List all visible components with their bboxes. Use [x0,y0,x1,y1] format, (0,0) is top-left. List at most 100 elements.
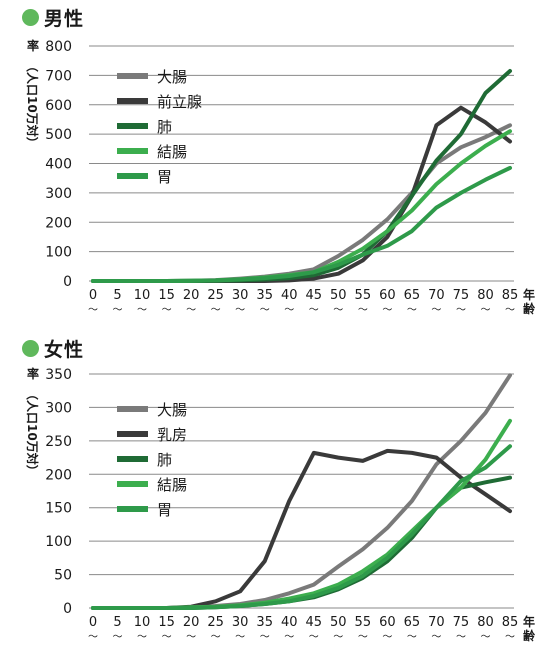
x-tick-label: 85 [502,288,519,303]
x-axis-label: 年 [523,287,535,302]
x-tick-label: 30 [232,288,249,303]
x-tick-suffix: 〜 [162,632,172,643]
y-tick-label: 100 [45,245,72,261]
x-tick-suffix: 〜 [456,632,466,643]
x-tick-suffix: 〜 [162,305,172,316]
x-tick-suffix: 〜 [284,632,294,643]
x-tick-suffix: 〜 [88,632,98,643]
x-tick-suffix: 〜 [137,632,147,643]
x-tick-suffix: 〜 [333,305,343,316]
legend-label: 大腸 [157,68,187,86]
female-panel-title: 女性 [22,335,84,362]
x-tick-suffix: 〜 [211,305,221,316]
x-tick-suffix: 〜 [382,305,392,316]
x-tick-label: 65 [404,615,421,630]
x-tick-suffix: 〜 [480,632,490,643]
x-tick-suffix: 〜 [113,305,123,316]
x-tick-label: 85 [502,615,519,630]
y-tick-label: 200 [45,215,72,231]
male-incidence-chart: 0 100 200 300 400 500 600 700 800 率 （人口10万対） 0 〜 5 〜 10… [25,38,536,316]
y-tick-label: 0 [63,274,72,290]
x-tick-suffix: 〜 [431,632,441,643]
legend-label: 乳房 [157,426,187,444]
x-tick-label: 40 [281,615,298,630]
x-tick-label: 20 [183,288,200,303]
legend-label: 胃 [157,168,172,186]
x-tick-suffix: 〜 [113,632,123,643]
y-tick-label: 700 [45,68,72,84]
series-line-大腸 [91,373,512,610]
x-tick-suffix: 〜 [186,632,196,643]
x-tick-suffix: 〜 [235,305,245,316]
x-tick-label: 35 [256,288,273,303]
x-tick-suffix: 〜 [456,305,466,316]
x-tick-label: 75 [453,615,470,630]
x-axis-label: 年 [523,614,535,629]
x-tick-label: 80 [477,288,494,303]
x-tick-suffix: 〜 [137,305,147,316]
x-tick-label: 25 [207,288,224,303]
x-tick-suffix: 〜 [333,632,343,643]
x-tick-suffix: 〜 [211,632,221,643]
series-line-胃 [91,444,512,610]
x-tick-suffix: 〜 [407,632,417,643]
y-tick-label: 300 [45,400,72,416]
series-line-胃 [91,165,512,283]
x-tick-label: 55 [355,615,372,630]
y-tick-label: 300 [45,186,72,202]
x-tick-label: 10 [134,615,151,630]
legend-label: 大腸 [157,401,187,419]
y-tick-label: 0 [63,601,72,617]
x-tick-label: 45 [305,615,322,630]
x-tick-label: 30 [232,615,249,630]
y-tick-label: 800 [45,39,72,55]
x-tick-label: 5 [113,288,121,303]
x-tick-suffix: 〜 [309,632,319,643]
male-panel-title: 男性 [22,4,84,31]
x-tick-suffix: 〜 [186,305,196,316]
x-tick-label: 5 [113,615,121,630]
x-tick-suffix: 〜 [407,305,417,316]
y-axis-label-unit: （人口10万対） [25,388,40,477]
legend-label: 肺 [157,118,172,136]
y-axis-label: 率 [27,38,39,53]
x-tick-label: 40 [281,288,298,303]
x-tick-suffix: 〜 [88,305,98,316]
y-tick-label: 500 [45,127,72,143]
x-tick-label: 55 [355,288,372,303]
male-title: 男性 [44,8,85,30]
y-tick-label: 250 [45,434,72,450]
x-tick-label: 70 [428,615,445,630]
x-tick-suffix: 〜 [382,632,392,643]
x-tick-suffix: 〜 [284,305,294,316]
x-tick-label: 35 [256,615,273,630]
x-tick-suffix: 〜 [505,305,515,316]
x-axis-label: 齢 [523,628,536,643]
x-axis-label: 齢 [523,301,536,316]
x-tick-label: 75 [453,288,470,303]
x-tick-suffix: 〜 [505,632,515,643]
series-line-結腸 [91,418,512,610]
y-axis-label-unit: （人口10万対） [25,60,40,149]
x-tick-label: 15 [158,615,175,630]
x-tick-suffix: 〜 [260,632,270,643]
x-tick-label: 15 [158,288,175,303]
x-tick-label: 65 [404,288,421,303]
x-tick-label: 50 [330,615,347,630]
x-tick-label: 60 [379,288,396,303]
x-tick-label: 45 [305,288,322,303]
legend-label: 胃 [157,501,172,519]
green-dot-icon [22,340,39,357]
y-tick-label: 100 [45,534,72,550]
x-tick-label: 80 [477,615,494,630]
legend-label: 肺 [157,451,172,469]
y-axis-label: 率 [27,366,39,381]
x-tick-label: 20 [183,615,200,630]
x-tick-label: 0 [89,615,97,630]
legend-label: 結腸 [157,476,187,494]
x-tick-label: 25 [207,615,224,630]
y-tick-label: 350 [45,367,72,383]
x-tick-suffix: 〜 [480,305,490,316]
